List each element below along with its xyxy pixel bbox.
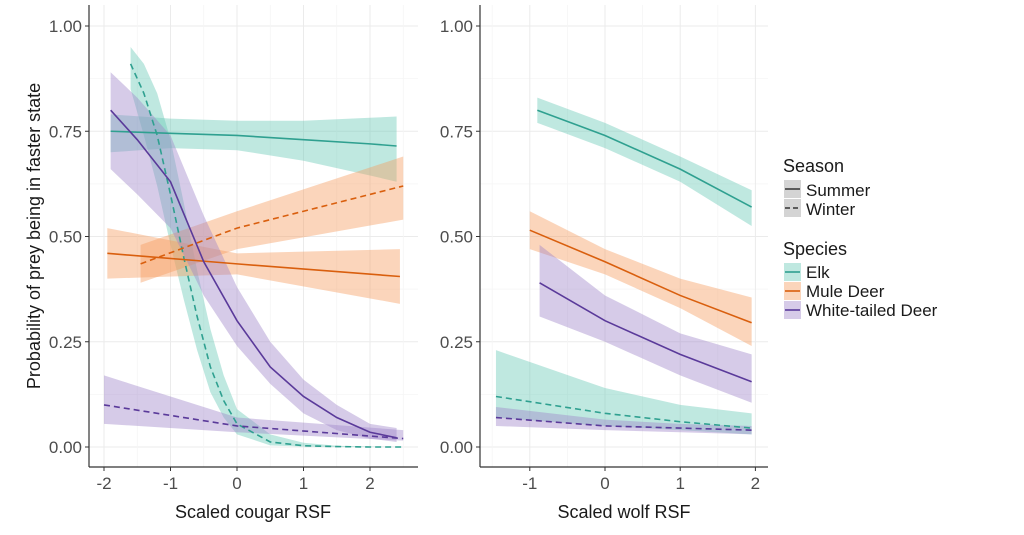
panel-wolf: 0.00 0.25 0.50 0.75 1.00 -1 0 1 2 <box>440 5 768 493</box>
fit-line-white-tailed-deer-summer <box>539 282 752 383</box>
x-tick-label: -2 <box>96 474 111 493</box>
x-tick-label: 1 <box>299 474 308 493</box>
y-tick-label: 0.25 <box>440 333 473 352</box>
fit-line-mule-deer-summer <box>529 229 752 324</box>
x-tick-label: 1 <box>675 474 684 493</box>
ci-band-white-tailed-deer-winter <box>104 375 404 441</box>
y-tick-label: 1.00 <box>440 17 473 36</box>
ci-band-elk-winter <box>495 350 752 435</box>
legend-label-mule-deer: Mule Deer <box>806 282 885 301</box>
legend-species-keys <box>784 263 801 319</box>
y-tick-label: 0.75 <box>440 122 473 141</box>
y-tick-label: 0.50 <box>49 228 82 247</box>
y-axis-title: Probability of prey being in faster stat… <box>24 83 44 389</box>
legend-species-title: Species <box>783 239 847 259</box>
x-axis-title-right: Scaled wolf RSF <box>557 502 690 522</box>
x-tick-label: 0 <box>600 474 609 493</box>
ci-band-white-tailed-deer-summer <box>539 244 752 403</box>
legend-label-elk: Elk <box>806 263 830 282</box>
ci-band-mule-deer-winter <box>140 156 404 283</box>
legend-key-winter <box>784 199 801 217</box>
ci-band-elk-winter <box>130 47 404 448</box>
legend-label-winter: Winter <box>806 200 855 219</box>
fit-line-elk-summer <box>537 109 753 208</box>
fit-line-elk-winter <box>495 395 752 429</box>
fit-line-elk-summer <box>110 130 397 147</box>
legend: Season Summer Winter Species Elk Mule De… <box>783 156 938 320</box>
fit-line-elk-winter <box>129 63 404 448</box>
y-tick-label: 0.75 <box>49 122 82 141</box>
ci-band-mule-deer-summer <box>107 228 400 304</box>
legend-label-summer: Summer <box>806 181 871 200</box>
ci-band-elk-summer <box>110 114 397 182</box>
fit-line-mule-deer-winter <box>140 185 404 265</box>
legend-season-title: Season <box>783 156 844 176</box>
x-axis-title-left: Scaled cougar RSF <box>175 502 331 522</box>
y-tick-label: 1.00 <box>49 17 82 36</box>
y-tick-label: 0.00 <box>440 438 473 457</box>
x-tick-label: 0 <box>232 474 241 493</box>
fit-line-white-tailed-deer-summer <box>110 109 397 439</box>
x-tick-label: -1 <box>522 474 537 493</box>
legend-label-white-tailed-deer: White-tailed Deer <box>806 301 938 320</box>
x-tick-label: -1 <box>163 474 178 493</box>
fit-line-mule-deer-summer <box>107 252 400 278</box>
fit-line-white-tailed-deer-winter <box>103 404 404 440</box>
x-tick-label: 2 <box>751 474 760 493</box>
ci-band-white-tailed-deer-summer <box>110 72 397 442</box>
ci-band-elk-summer <box>537 97 752 226</box>
fit-line-white-tailed-deer-winter <box>495 416 752 431</box>
x-tick-label: 2 <box>365 474 374 493</box>
y-tick-label: 0.25 <box>49 333 82 352</box>
y-tick-label: 0.00 <box>49 438 82 457</box>
panel-cougar: 0.00 0.25 0.50 0.75 1.00 -2 -1 0 1 2 <box>49 5 418 493</box>
y-tick-label: 0.50 <box>440 228 473 247</box>
